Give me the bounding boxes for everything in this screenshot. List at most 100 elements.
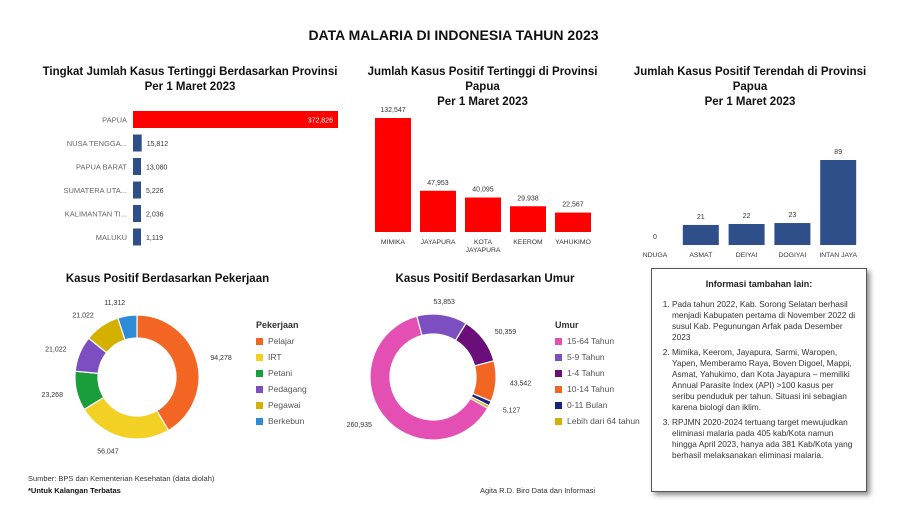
legend-item: 15-64 Tahun (555, 333, 650, 349)
legend-swatch (256, 353, 263, 361)
pie-value-label: 260,935 (347, 422, 372, 429)
legend-swatch (555, 385, 562, 393)
bar-category-label: KEEROM (513, 239, 543, 246)
legend-label: Petani (268, 368, 293, 378)
legend-item: 1-4 Tahun (555, 365, 650, 381)
chart-title-papua-tinggi-line1: Jumlah Kasus Positif Tertinggi di Provin… (367, 66, 598, 93)
bar-category-label: YAHUKIMO (555, 239, 591, 246)
pie-slice (369, 315, 489, 441)
pie-value-label: 53,853 (433, 299, 455, 306)
legend-swatch (555, 369, 562, 377)
bar (133, 134, 142, 152)
legend-swatch (256, 337, 263, 345)
pie-value-label: 11,312 (104, 300, 125, 307)
bar-value-label: 47,953 (427, 180, 449, 187)
legend-label: 5-9 Tahun (567, 352, 605, 362)
legend-label: 10-14 Tahun (567, 384, 615, 394)
legend-label: Pedagang (268, 384, 307, 394)
bar (420, 190, 456, 232)
footer-note: *Untuk Kalangan Terbatas (28, 486, 121, 495)
bar-category-label: JAYAPURA (421, 239, 456, 246)
legend-swatch (555, 353, 562, 361)
legend-swatch (256, 385, 263, 393)
pie-value-label: 5,127 (503, 407, 521, 414)
legend-label: IRT (268, 352, 282, 362)
bar-category-label: ASMAT (689, 252, 712, 259)
legend-title: Pekerjaan (256, 320, 299, 330)
bar-value-label: 40,095 (472, 187, 494, 194)
legend-label: Pelajar (268, 336, 295, 346)
bar-value-label: 2,036 (146, 212, 164, 219)
bar (820, 160, 857, 245)
legend-label: 0-11 Bulan (567, 400, 608, 410)
chart-title-provinsi: Tingkat Jumlah Kasus Tertinggi Berdasark… (40, 65, 340, 95)
legend-swatch (555, 337, 562, 345)
chart-title-papua-tinggi-line2: Per 1 Maret 2023 (437, 96, 528, 108)
legend-swatch (555, 417, 562, 425)
footer-source: Sumber: BPS dan Kementerian Kesehatan (d… (28, 474, 215, 483)
bar-category-label: KOTA (474, 239, 492, 246)
legend-item: Berkebun (256, 413, 346, 429)
bar-category-label: NUSA TENGGA... (67, 139, 127, 148)
bar-category-label: PAPUA (102, 116, 127, 125)
legend-swatch (256, 369, 263, 377)
bar (510, 206, 546, 232)
info-item-3: RPJMN 2020-2024 tertuang target mewujudk… (672, 417, 858, 461)
pie-value-label: 21,022 (45, 346, 67, 353)
bar-value-label: 5,226 (146, 188, 164, 195)
bar (133, 111, 338, 128)
bar (682, 224, 719, 245)
chart-title-provinsi-line1: Tingkat Jumlah Kasus Tertinggi Berdasark… (42, 66, 338, 78)
legend-title: Umur (555, 320, 579, 330)
info-box: Informasi tambahan lain: Pada tahun 2022… (651, 268, 867, 492)
pie-value-label: 50,359 (495, 329, 517, 336)
bar-category-label: PAPUA BARAT (76, 163, 127, 172)
legend-item: Lebih dari 64 tahun (555, 413, 650, 429)
pie-slice (469, 395, 490, 410)
pie-slice (83, 396, 170, 440)
bar-category-label: DEIYAI (736, 252, 758, 259)
bar (728, 223, 765, 245)
bar-value-label: 13,080 (146, 165, 168, 172)
bar-value-label: 1,119 (146, 235, 163, 242)
legend-item: 0-11 Bulan (555, 397, 650, 413)
bar-value-label: 15,812 (147, 141, 169, 148)
info-list: Pada tahun 2022, Kab. Sorong Selatan ber… (660, 299, 858, 461)
pie-slice (136, 314, 200, 432)
chart-title-provinsi-line2: Per 1 Maret 2023 (144, 81, 236, 93)
pie-value-label: 21,022 (72, 312, 94, 319)
chart-title-papua-rendah-line1: Jumlah Kasus Positif Terendah di Provins… (633, 66, 867, 93)
legend-item: Pegawai (256, 397, 346, 413)
page-title: DATA MALARIA DI INDONESIA TAHUN 2023 (308, 27, 599, 43)
bar-category-label: MALUKU (96, 233, 127, 242)
bar (555, 212, 591, 232)
bar-category-label: SUMATERA UTA... (64, 186, 127, 195)
legend-item: Pelajar (256, 333, 346, 349)
chart-title-papua-rendah: Jumlah Kasus Positif Terendah di Provins… (618, 65, 882, 110)
bar-category-label: MIMIKA (381, 239, 406, 246)
bar-value-label: 372,826 (308, 118, 333, 125)
chart-title-pekerjaan: Kasus Positif Berdasarkan Pekerjaan (65, 273, 270, 285)
info-title: Informasi tambahan lain: (705, 279, 813, 289)
bar-category-label: DOGIYAI (778, 252, 806, 259)
bar (133, 205, 141, 222)
bar-value-label: 0 (653, 234, 657, 241)
legend-label: 1-4 Tahun (567, 368, 605, 378)
bar (774, 223, 811, 245)
legend-label: 15-64 Tahun (567, 336, 615, 346)
legend-swatch (256, 401, 263, 409)
bar-value-label: 22 (743, 213, 751, 220)
legend-pekerjaan: Pekerjaan Pelajar IRT Petani Pedagang Pegawai… (256, 320, 346, 429)
chart-papua-tinggi: 132,547MIMIKA47,953JAYAPURA40,095KOTAJAY… (375, 107, 591, 254)
pie-value-label: 43,542 (510, 380, 532, 387)
chart-provinsi: PAPUA 372,826 NUSA TENGGA... 15,812 PAPUA BA… (64, 111, 338, 246)
bar (375, 118, 411, 232)
footer-author: Agita R.D. Biro Data dan Informasi (480, 486, 596, 495)
bar-value-label: 29,938 (517, 195, 539, 202)
bar-value-label: 22,567 (562, 202, 584, 209)
legend-item: IRT (256, 349, 346, 365)
chart-title-papua-rendah-line2: Per 1 Maret 2023 (704, 96, 796, 108)
info-item-2: Mimika, Keerom, Jayapura, Sarmi, Waropen… (672, 347, 858, 413)
legend-label: Lebih dari 64 tahun (567, 416, 640, 426)
chart-pekerjaan: 94,278 56,047 23,268 21,022 21,022 11,312 (42, 300, 232, 455)
